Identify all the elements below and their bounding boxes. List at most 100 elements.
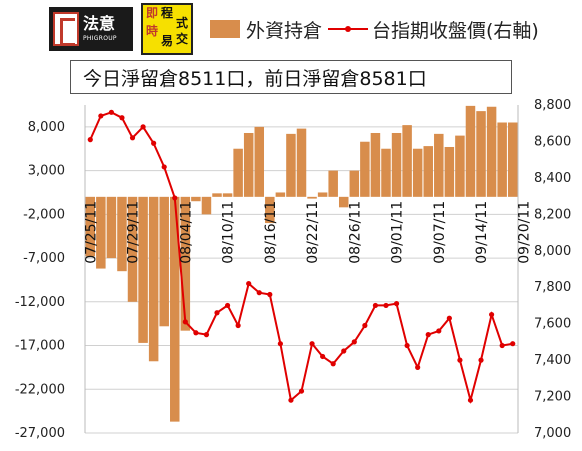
- bar: [349, 170, 360, 197]
- logo-subtext: PHIGROUP: [83, 35, 117, 42]
- logo-char: 易: [161, 34, 174, 48]
- bar: [317, 192, 328, 197]
- price-point: [341, 348, 347, 354]
- logo-char: 時: [146, 24, 159, 38]
- right-tick-label: 8,400: [534, 171, 571, 186]
- bar: [507, 122, 518, 197]
- bar: [138, 196, 148, 343]
- bar: [254, 126, 265, 197]
- bar: [191, 196, 201, 202]
- bar: [117, 196, 127, 272]
- price-point: [383, 302, 389, 309]
- price-point: [393, 301, 400, 307]
- price-point: [87, 137, 93, 143]
- bar: [233, 148, 243, 197]
- price-point: [98, 113, 104, 119]
- bar-legend-label: 外資持倉: [246, 19, 323, 42]
- price-point: [309, 341, 315, 347]
- price-point: [320, 353, 326, 360]
- price-point: [436, 328, 442, 334]
- bar: [275, 192, 286, 197]
- price-point: [488, 311, 495, 318]
- logo-char: 即: [146, 6, 159, 20]
- bar: [307, 196, 317, 199]
- right-tick-label: 7,600: [534, 317, 571, 332]
- chart-subtitle: 今日淨留倉8511口，前日淨留倉8581口: [70, 60, 512, 94]
- price-point: [151, 140, 157, 146]
- bar: [222, 193, 233, 197]
- x-tick-label: 08/16/11: [263, 201, 279, 264]
- bar: [180, 196, 191, 331]
- price-point: [203, 332, 210, 338]
- logo-name: 法意: [83, 14, 116, 33]
- price-point: [446, 315, 452, 321]
- x-axis-ticks: 07/25/11 07/29/11 08/04/11 08/10/11 08/16/11…: [83, 201, 532, 264]
- price-point: [372, 302, 379, 309]
- price-point: [467, 397, 474, 403]
- price-point: [510, 341, 516, 347]
- price-point: [415, 364, 421, 370]
- right-tick-label: 8,800: [534, 98, 571, 113]
- logo-char: 式: [176, 16, 189, 30]
- bar: [338, 196, 349, 208]
- bar: [402, 125, 412, 197]
- price-point: [224, 302, 231, 309]
- price-point: [140, 124, 146, 130]
- price-point: [129, 135, 136, 141]
- bar: [391, 132, 402, 197]
- price-point: [362, 322, 368, 329]
- bar: [434, 133, 444, 197]
- x-tick-label: 07/29/11: [126, 201, 142, 264]
- bar: [360, 141, 370, 197]
- bar: [106, 196, 117, 259]
- phigroup-logo: 法意 PHIGROUP: [49, 7, 133, 51]
- price-point: [182, 319, 188, 325]
- bar: [127, 196, 138, 302]
- logo-char: 交: [176, 32, 189, 46]
- line-legend-swatch: [328, 20, 369, 38]
- x-tick-label: 08/26/11: [347, 201, 363, 264]
- bar: [486, 106, 497, 197]
- left-tick-label: -17,000: [15, 339, 65, 354]
- bar: [455, 135, 465, 197]
- price-point: [256, 290, 262, 296]
- bar: [201, 196, 212, 215]
- bar: [286, 133, 296, 197]
- price-point: [277, 341, 283, 347]
- bar: [328, 170, 338, 197]
- x-tick-label: 09/07/11: [432, 201, 448, 264]
- line-series: [87, 109, 516, 405]
- x-tick-label: 09/01/11: [390, 201, 406, 264]
- price-point: [108, 109, 115, 115]
- right-axis-ticks: 8,800 8,600 8,400 8,200 8,000 7,800 7,600 7,400…: [534, 98, 571, 441]
- right-tick-label: 7,800: [534, 280, 571, 295]
- bar: [381, 148, 391, 197]
- bar: [370, 132, 381, 197]
- x-tick-label: 08/22/11: [305, 201, 321, 264]
- right-tick-label: 8,600: [534, 134, 571, 149]
- logo-char: 程: [161, 6, 174, 20]
- price-point: [404, 342, 410, 349]
- x-tick-label: 08/04/11: [178, 201, 194, 264]
- price-point: [330, 361, 336, 367]
- logo-mark-icon: [53, 12, 79, 46]
- right-tick-label: 8,200: [534, 207, 571, 222]
- right-tick-label: 7,400: [534, 353, 571, 368]
- price-point: [478, 357, 484, 363]
- price-point: [214, 310, 220, 316]
- left-tick-label: -7,000: [23, 251, 65, 266]
- price-point: [457, 357, 463, 363]
- bar: [170, 196, 180, 422]
- price-point: [235, 322, 241, 329]
- bar: [265, 196, 275, 224]
- line-legend-label: 台指期收盤價(右軸): [372, 19, 539, 42]
- x-tick-label: 09/14/11: [474, 201, 490, 264]
- bar: [148, 196, 159, 362]
- left-tick-label: -2,000: [23, 207, 65, 222]
- bar: [465, 105, 476, 197]
- x-tick-label: 07/25/11: [83, 201, 99, 264]
- price-point: [351, 339, 357, 345]
- bar-legend-swatch: [210, 20, 240, 38]
- left-tick-label: 3,000: [28, 164, 65, 179]
